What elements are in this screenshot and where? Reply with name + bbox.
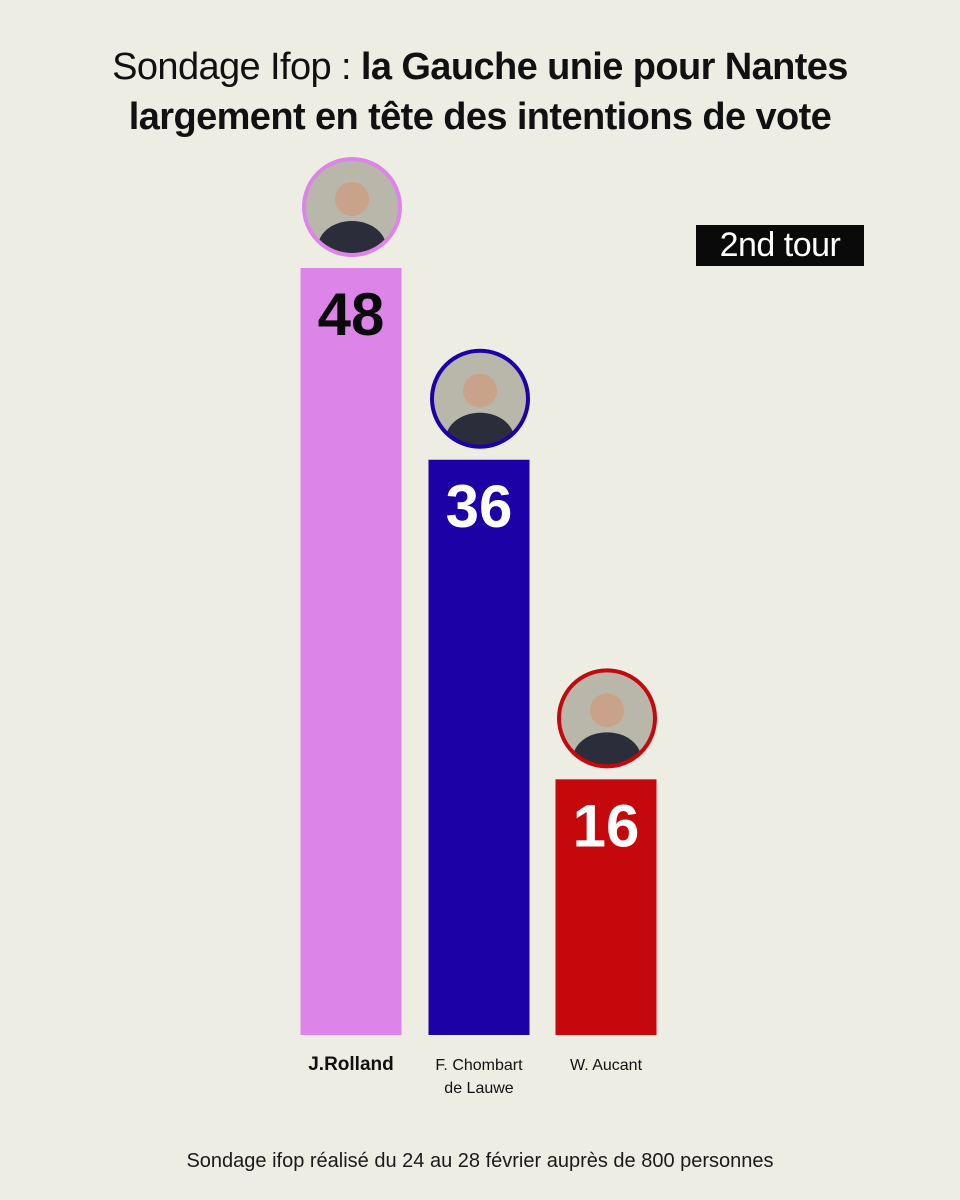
avatar-portrait-icon (557, 668, 657, 769)
round-badge: 2nd tour (696, 225, 864, 266)
title-prefix: Sondage Ifop : (112, 46, 361, 88)
bar-value-label: 16 (573, 792, 640, 859)
category-label: W. Aucant (570, 1057, 643, 1074)
bar-value-label: 36 (446, 473, 513, 540)
bar-2 (428, 459, 530, 1035)
avatar-portrait-icon (302, 157, 402, 257)
category-label: J.Rolland (308, 1054, 394, 1075)
bar-value-label: 48 (318, 281, 385, 348)
source-note: Sondage ifop réalisé du 24 au 28 février… (186, 1150, 774, 1172)
title-line-1: Sondage Ifop : la Gauche unie pour Nante… (0, 42, 960, 92)
avatar-portrait-icon (430, 348, 530, 449)
chart-title: Sondage Ifop : la Gauche unie pour Nante… (0, 42, 960, 142)
title-highlight: la Gauche unie pour Nantes (360, 46, 849, 88)
title-line-2: largement en tête des intentions de vote (128, 96, 832, 138)
category-label: F. Chombart (435, 1057, 523, 1074)
bar-3 (555, 779, 657, 1035)
category-label: de Lauwe (444, 1080, 513, 1097)
bar-1 (300, 268, 402, 1035)
